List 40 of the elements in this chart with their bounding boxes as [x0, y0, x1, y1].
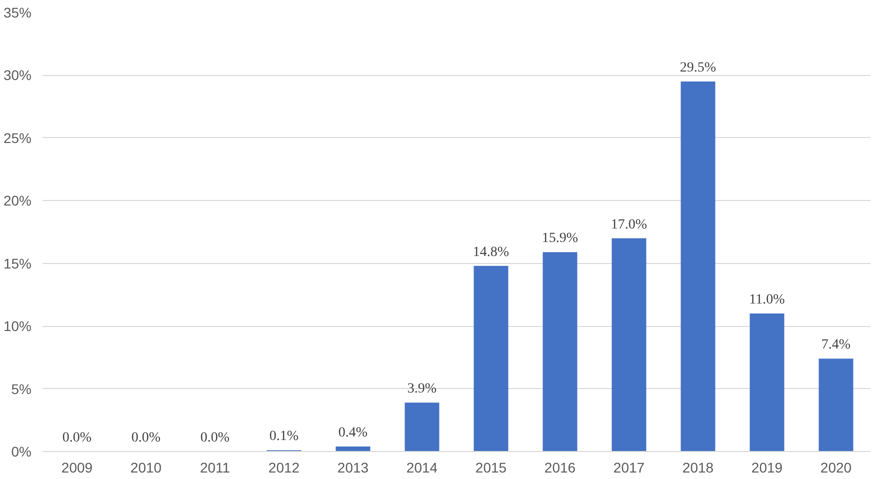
x-tick-label: 2016: [544, 460, 576, 476]
data-label: 0.0%: [131, 430, 161, 446]
bar: [750, 314, 784, 452]
x-tick-label: 2015: [475, 460, 507, 476]
data-label: 17.0%: [610, 217, 648, 232]
bar: [680, 81, 716, 452]
data-label: 15.9%: [542, 231, 578, 246]
data-label: 0.1%: [269, 429, 299, 444]
x-tick-label: 2018: [682, 460, 714, 476]
x-tick-label: 2011: [200, 460, 230, 476]
data-label: 7.4%: [821, 338, 851, 353]
x-tick-label: 2019: [751, 460, 783, 476]
data-label: 3.9%: [407, 382, 437, 397]
y-tick-label: 25%: [3, 130, 32, 146]
bar: [612, 238, 646, 452]
bar: [818, 358, 854, 452]
bar: [336, 446, 370, 452]
x-tick-label: 2017: [613, 460, 645, 476]
data-label: 0.0%: [62, 430, 92, 446]
x-tick-label: 2010: [130, 460, 162, 476]
y-tick-label: 15%: [3, 255, 32, 272]
x-tick-label: 2014: [406, 460, 438, 476]
y-tick-label: 10%: [3, 318, 32, 334]
bar: [474, 266, 508, 452]
bar: [542, 252, 578, 452]
y-tick-label: 35%: [3, 4, 32, 20]
y-tick-label: 5%: [11, 380, 32, 397]
data-label: 0.4%: [338, 425, 368, 440]
y-tick-label: 20%: [3, 192, 32, 209]
data-label: 11.0%: [749, 292, 786, 308]
bar: [404, 402, 440, 452]
x-tick-label: 2012: [268, 460, 300, 476]
data-label: 0.0%: [200, 430, 230, 446]
x-tick-label: 2020: [820, 460, 852, 476]
y-tick-label: 0%: [11, 444, 32, 460]
x-tick-label: 2013: [337, 460, 369, 476]
y-tick-label: 30%: [3, 67, 32, 84]
data-label: 29.5%: [680, 60, 716, 76]
data-label: 14.8%: [472, 244, 510, 260]
x-tick-label: 2009: [61, 460, 93, 476]
